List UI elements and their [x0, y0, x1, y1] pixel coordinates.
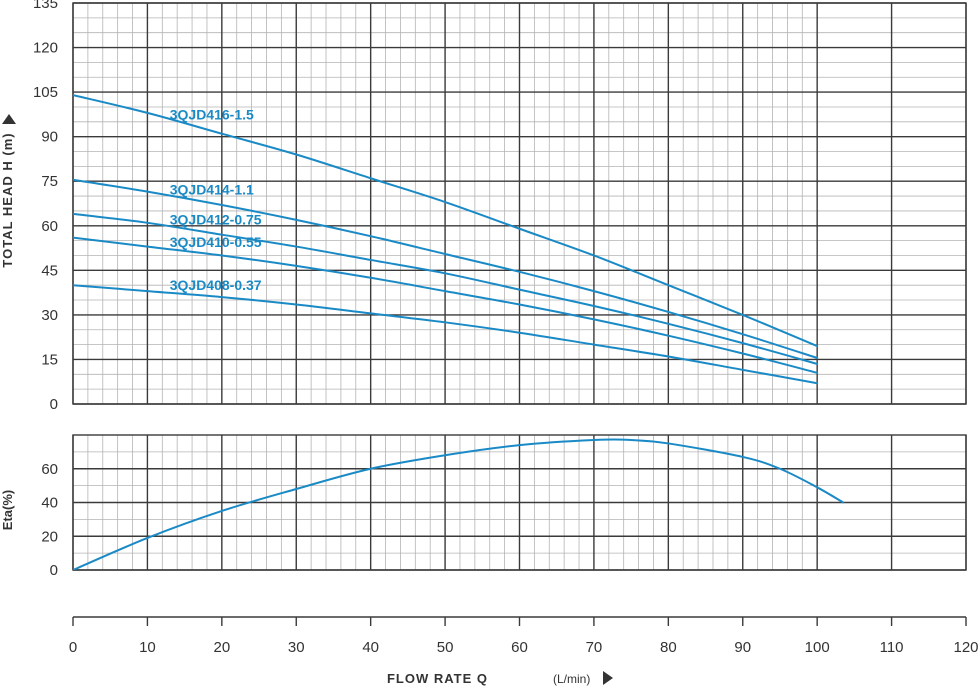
head-curves [73, 94, 819, 385]
x-tick-label: 60 [511, 639, 528, 656]
eta-y-axis-title: Eta(%) [0, 490, 15, 530]
y-tick-label: 15 [41, 351, 58, 368]
x-tick-label: 120 [953, 639, 978, 656]
x-tick-label: 100 [805, 639, 830, 656]
eta-curves [73, 438, 845, 570]
head-panel-grid [72, 2, 967, 405]
x-tick-label: 110 [880, 639, 904, 656]
y-tick-label: 45 [41, 262, 58, 279]
x-tick-label: 70 [586, 639, 603, 656]
series-line [73, 94, 819, 348]
x-tick-label: 90 [734, 639, 751, 656]
x-axis-unit: (L/min) [553, 672, 590, 686]
x-tick-label: 20 [213, 639, 230, 656]
y-tick-label: 90 [41, 129, 58, 146]
head-y-tick-labels: 0 15 30 45 60 75 90 105 120 135 [33, 0, 58, 413]
y-tick-label: 20 [41, 528, 58, 545]
series-line [73, 438, 845, 570]
y-tick-label: 60 [41, 461, 58, 478]
y-tick-label: 75 [41, 173, 58, 190]
x-tick-label: 50 [437, 639, 454, 656]
x-tick-label: 0 [69, 639, 77, 656]
series-line [73, 178, 819, 359]
eta-y-tick-labels: 0 20 40 60 [41, 461, 58, 579]
series-line [73, 236, 819, 374]
y-tick-label: 40 [41, 495, 58, 512]
y-tick-label: 60 [41, 218, 58, 235]
series-line [73, 284, 819, 385]
series-label: 3QJD408-0.37 [170, 277, 262, 293]
eta-panel-grid [72, 434, 967, 571]
y-tick-label: 30 [41, 307, 58, 324]
x-axis-ticks [72, 617, 967, 626]
panel-frame [72, 434, 967, 571]
y-tick-label: 135 [33, 0, 58, 12]
x-tick-label: 30 [288, 639, 305, 656]
y-tick-label: 0 [50, 396, 58, 413]
series-label: 3QJD412-0.75 [170, 212, 262, 228]
head-y-axis-title: TOTAL HEAD H (m) [0, 132, 15, 267]
y-tick-label: 120 [33, 40, 58, 57]
series-label: 3QJD416-1.5 [170, 106, 254, 122]
y-tick-label: 0 [50, 562, 58, 579]
panel-frame [72, 2, 967, 405]
x-tick-label: 40 [362, 639, 379, 656]
x-tick-labels: 0 10 20 30 40 50 60 70 80 90 100 110 120 [69, 639, 979, 656]
series-label: 3QJD410-0.55 [170, 234, 262, 250]
x-tick-label: 80 [660, 639, 677, 656]
x-axis-arrow-icon [603, 671, 613, 685]
head-curve-labels: 3QJD416-1.5 3QJD414-1.1 3QJD412-0.75 3QJD41… [170, 106, 262, 293]
y-tick-label: 105 [33, 84, 58, 101]
series-line [73, 212, 819, 365]
x-tick-label: 10 [139, 639, 156, 656]
x-axis-title: FLOW RATE Q [387, 671, 488, 686]
head-y-axis-arrow-icon [2, 114, 16, 124]
series-label: 3QJD414-1.1 [170, 181, 254, 197]
